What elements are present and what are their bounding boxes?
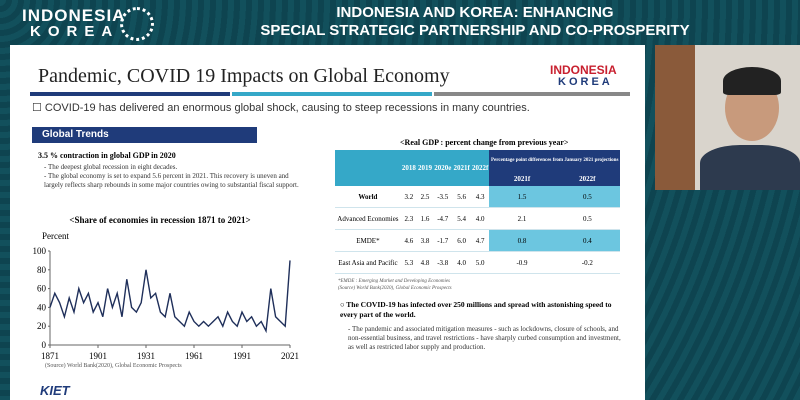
diff-cell: 2.1	[489, 207, 555, 230]
cell: 4.8	[416, 251, 434, 274]
cell: 4.6	[400, 229, 417, 252]
chart-title: <Share of economies in recession 1871 to…	[69, 215, 250, 225]
cell: -4.7	[433, 207, 453, 230]
point2: ○ The COVID-19 has infected over 250 mil…	[340, 300, 612, 319]
point2-detail: - The pandemic and associated mitigation…	[348, 325, 621, 351]
slide: Pandemic, COVID 19 Impacts on Global Eco…	[10, 45, 645, 400]
table-row: East Asia and Pacific 5.3 4.8 -3.8 4.0 5.0 -0.…	[335, 251, 620, 274]
year-header: 2020e	[433, 150, 453, 186]
cell: 3.8	[416, 229, 434, 252]
year-header: 2021f	[452, 150, 471, 186]
slide-logo-top: INDONESIA	[550, 63, 617, 77]
webcam	[655, 45, 800, 190]
section-header: Global Trends	[32, 127, 257, 143]
point2-text: The COVID-19 has infected over 250 milli…	[340, 300, 612, 319]
diff-cell: 1.5	[489, 186, 555, 208]
year-header: 2022f	[470, 150, 490, 186]
series-line	[49, 260, 291, 334]
cell: 4.0	[452, 251, 471, 274]
logo-emblem	[120, 7, 154, 41]
diff-cell: -0.2	[554, 251, 620, 274]
detail: - The global economy is set to expand 5.…	[44, 172, 299, 189]
cell: -3.5	[433, 186, 453, 208]
cell: 5.6	[452, 186, 471, 208]
y-tick-label: 100	[33, 246, 47, 256]
gdp-table: 2018 2019 2020e 2021f 2022f Percentage point …	[335, 150, 620, 274]
detail: - The deepest global recession in eight …	[44, 163, 178, 171]
cell: 5.0	[470, 251, 490, 274]
cell: -1.7	[433, 229, 453, 252]
cell: 5.3	[400, 251, 417, 274]
logo-bottom: KOREA	[30, 23, 120, 40]
diff-year-header: 2022f	[554, 172, 620, 186]
year-header: 2019	[416, 150, 434, 186]
cell: 4.3	[470, 186, 490, 208]
point1: 3.5 % contraction in global GDP in 2020	[38, 151, 176, 160]
slide-logo-bottom: KOREA	[558, 76, 613, 88]
cell: 4.0	[470, 207, 490, 230]
table-row: World 3.2 2.5 -3.5 5.6 4.3 1.5 0.5	[335, 186, 620, 208]
x-tick-label: 2021	[281, 351, 299, 361]
cell: 6.0	[452, 229, 471, 252]
logo-top: INDONESIA	[22, 6, 126, 25]
diff-cell: 0.4	[554, 229, 620, 252]
header-row: 2021f 2022f	[335, 172, 620, 186]
diff-cell: 0.5	[554, 186, 620, 208]
corner	[335, 150, 401, 186]
note: *EMDE : Emerging Market and Developing E…	[338, 279, 451, 284]
y-tick-label: 40	[37, 302, 47, 312]
cell: 3.2	[400, 186, 417, 208]
cell: 1.6	[416, 207, 434, 230]
lead: ☐ COVID-19 has delivered an enormous glo…	[32, 102, 530, 114]
event-title-1: INDONESIA AND KOREA: ENHANCING	[336, 4, 614, 21]
chart-source: (Source) World Bank(2020), Global Econom…	[45, 363, 182, 369]
x-tick-label: 1931	[137, 351, 155, 361]
row-label: EMDE*	[335, 229, 401, 252]
year-header: 2018	[400, 150, 417, 186]
diff-cell: 0.8	[489, 229, 555, 252]
table-row: Advanced Economies 2.3 1.6 -4.7 5.4 4.0 2.1 0.5	[335, 207, 620, 230]
event-title-2: SPECIAL STRATEGIC PARTNERSHIP AND CO-PRO…	[260, 22, 690, 39]
x-tick-label: 1961	[185, 351, 203, 361]
y-axis-label: Percent	[42, 231, 69, 241]
y-tick-label: 20	[37, 321, 47, 331]
diff-year-header: 2021f	[489, 172, 555, 186]
cell: 2.5	[416, 186, 434, 208]
row-label: East Asia and Pacific	[335, 251, 401, 274]
lead-text: COVID-19 has delivered an enormous globa…	[44, 102, 530, 114]
x-tick-label: 1901	[89, 351, 107, 361]
diff-header: Percentage point differences from Januar…	[489, 150, 620, 172]
header-row: 2018 2019 2020e 2021f 2022f Percentage point …	[335, 150, 620, 186]
y-tick-label: 0	[42, 340, 47, 350]
cell: 5.4	[452, 207, 471, 230]
row-label: Advanced Economies	[335, 207, 401, 230]
y-tick-label: 80	[37, 265, 47, 275]
x-tick-label: 1991	[233, 351, 251, 361]
point1-details: - The deepest global recession in eight …	[44, 163, 306, 190]
slide-title: Pandemic, COVID 19 Impacts on Global Eco…	[38, 65, 450, 87]
x-tick-label: 1871	[41, 351, 59, 361]
recession-chart: <Share of economies in recession 1871 to…	[33, 215, 300, 361]
row-label: World	[335, 186, 401, 208]
diff-cell: -0.9	[489, 251, 555, 274]
table-title: <Real GDP : percent change from previous…	[400, 138, 569, 147]
table-notes: *EMDE : Emerging Market and Developing E…	[338, 278, 452, 292]
y-tick-label: 60	[37, 284, 47, 294]
cell: -3.8	[433, 251, 453, 274]
diff-cell: 0.5	[554, 207, 620, 230]
cell: 2.3	[400, 207, 417, 230]
note: (Source) World Bank(2020), Global Econom…	[338, 286, 452, 291]
footer-logo: KIET	[40, 383, 70, 398]
table-row: EMDE* 4.6 3.8 -1.7 6.0 4.7 0.8 0.4	[335, 229, 620, 252]
cell: 4.7	[470, 229, 490, 252]
